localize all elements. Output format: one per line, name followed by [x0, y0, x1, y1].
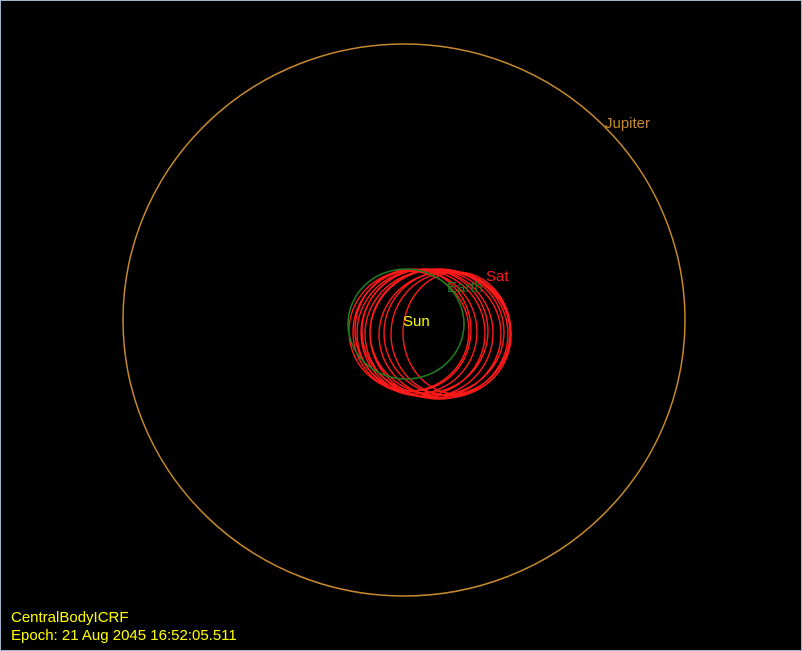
jupiter-label: Jupiter — [605, 115, 650, 132]
epoch-label: Epoch: 21 Aug 2045 16:52:05.511 — [11, 627, 237, 644]
jupiter-orbit — [122, 43, 686, 597]
sat-orbit-paths — [348, 268, 512, 400]
sat-orbit-loop — [369, 268, 505, 396]
earth-label: Earth — [447, 279, 483, 296]
earth-orbit — [347, 268, 465, 380]
sat-orbit-loop — [383, 270, 511, 396]
hud-overlay: CentralBodyICRF Epoch: 21 Aug 2045 16:52… — [11, 609, 237, 645]
sat-label: Sat — [486, 268, 509, 285]
sun-label: Sun — [403, 313, 430, 330]
coordinate-system-label: CentralBodyICRF — [11, 609, 129, 626]
sat-orbit-loop — [361, 268, 489, 394]
